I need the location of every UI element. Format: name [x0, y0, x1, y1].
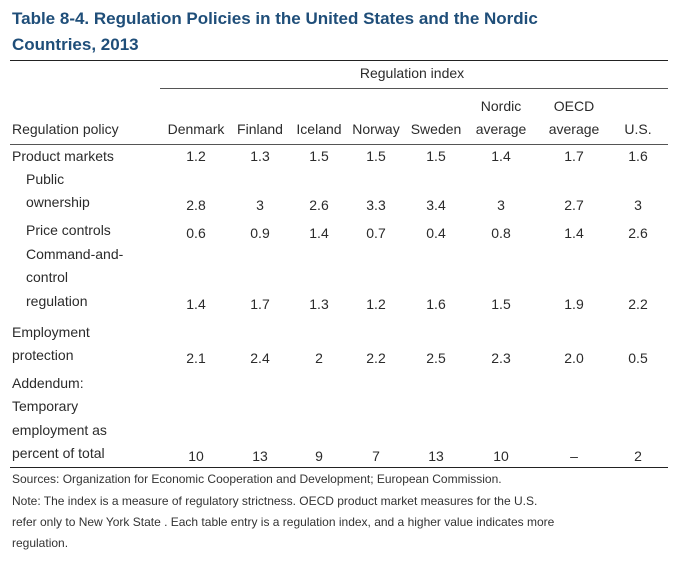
col-header-policy: Regulation policy — [12, 121, 119, 137]
cell-norway: 2.2 — [366, 350, 386, 367]
cell-us: 2.6 — [628, 225, 648, 241]
cell-iceland: 2 — [315, 350, 323, 367]
cell-iceland: 2.6 — [309, 197, 329, 214]
cell-norway: 7 — [372, 447, 380, 464]
group-header-rule — [160, 88, 668, 89]
note-line-1: Note: The index is a measure of regulato… — [12, 494, 538, 508]
col-header-nordic-line2: average — [475, 121, 527, 137]
cell-denmark: 1.2 — [186, 148, 206, 164]
row-label: protection — [12, 347, 74, 364]
top-rule — [10, 60, 668, 61]
table-title: Table 8-4. Regulation Policies in the Un… — [12, 6, 662, 58]
row-label: Temporary — [12, 398, 79, 415]
col-header-denmark: Denmark — [167, 121, 225, 137]
cell-nordic-average: 1.5 — [491, 295, 511, 312]
cell-us: 2 — [634, 447, 642, 464]
row-label: Public — [26, 171, 65, 187]
cell-sweden: 3.4 — [426, 197, 446, 214]
row-label: Price controls — [26, 222, 111, 238]
cell-denmark: 2.8 — [186, 197, 206, 214]
cell-oecd-average: – — [570, 447, 578, 464]
cell-oecd-average: 1.7 — [564, 148, 584, 164]
row-label: employment as — [12, 421, 107, 438]
cell-finland: 1.7 — [250, 295, 270, 312]
cell-iceland: 1.5 — [309, 148, 329, 164]
cell-denmark: 0.6 — [186, 225, 206, 241]
header-rule — [10, 144, 668, 145]
cell-us: 2.2 — [628, 295, 648, 312]
col-header-us: U.S. — [624, 121, 652, 137]
note-line-2: refer only to New York State . Each tabl… — [12, 515, 555, 529]
cell-finland: 2.4 — [250, 350, 270, 367]
cell-iceland: 9 — [315, 447, 323, 464]
cell-finland: 13 — [252, 447, 268, 464]
cell-finland: 3 — [256, 197, 264, 214]
cell-us: 3 — [634, 197, 642, 214]
col-header-sweden: Sweden — [410, 121, 462, 137]
cell-finland: 1.3 — [250, 148, 270, 164]
cell-sweden: 0.4 — [426, 225, 446, 241]
cell-sweden: 2.5 — [426, 350, 446, 367]
cell-sweden: 13 — [428, 447, 444, 464]
title-line-2: Countries, 2013 — [12, 35, 139, 54]
cell-oecd-average: 2.0 — [564, 350, 584, 367]
cell-nordic-average: 0.8 — [491, 225, 511, 241]
cell-sweden: 1.6 — [426, 295, 446, 312]
row-label: Employment — [12, 324, 90, 340]
row-label: Command-and- — [26, 246, 124, 262]
col-header-norway: Norway — [352, 121, 400, 137]
cell-norway: 0.7 — [366, 225, 386, 241]
regulation-index-header: Regulation index — [359, 65, 465, 81]
cell-denmark: 2.1 — [186, 350, 206, 367]
col-header-iceland: Iceland — [296, 121, 342, 137]
cell-oecd-average: 1.4 — [564, 225, 584, 241]
cell-oecd-average: 2.7 — [564, 197, 584, 214]
cell-denmark: 1.4 — [186, 295, 206, 312]
col-header-oecd-line1: OECD — [553, 98, 595, 114]
cell-nordic-average: 10 — [493, 447, 509, 464]
row-label: regulation — [26, 292, 88, 309]
cell-norway: 3.3 — [366, 197, 386, 214]
cell-sweden: 1.5 — [426, 148, 446, 164]
cell-iceland: 1.3 — [309, 295, 329, 312]
cell-iceland: 1.4 — [309, 225, 329, 241]
note-line-3: regulation. — [12, 536, 69, 550]
cell-norway: 1.5 — [366, 148, 386, 164]
cell-finland: 0.9 — [250, 225, 270, 241]
cell-us: 0.5 — [628, 350, 648, 367]
cell-nordic-average: 1.4 — [491, 148, 511, 164]
row-label: Product markets — [12, 148, 114, 164]
row-label: ownership — [26, 194, 90, 211]
sources-text: Sources: Organization for Economic Coope… — [12, 472, 502, 486]
cell-oecd-average: 1.9 — [564, 295, 584, 312]
col-header-oecd-line2: average — [548, 121, 600, 137]
cell-us: 1.6 — [628, 148, 648, 164]
row-label: control — [26, 269, 69, 286]
title-line-1: Table 8-4. Regulation Policies in the Un… — [12, 9, 538, 28]
cell-denmark: 10 — [188, 447, 204, 464]
bottom-rule — [10, 467, 668, 468]
cell-nordic-average: 3 — [497, 197, 505, 214]
cell-nordic-average: 2.3 — [491, 350, 511, 367]
cell-norway: 1.2 — [366, 295, 386, 312]
col-header-nordic-line1: Nordic — [480, 98, 522, 114]
row-label: percent of total — [12, 444, 105, 461]
col-header-finland: Finland — [237, 121, 283, 137]
row-label: Addendum: — [12, 375, 84, 391]
